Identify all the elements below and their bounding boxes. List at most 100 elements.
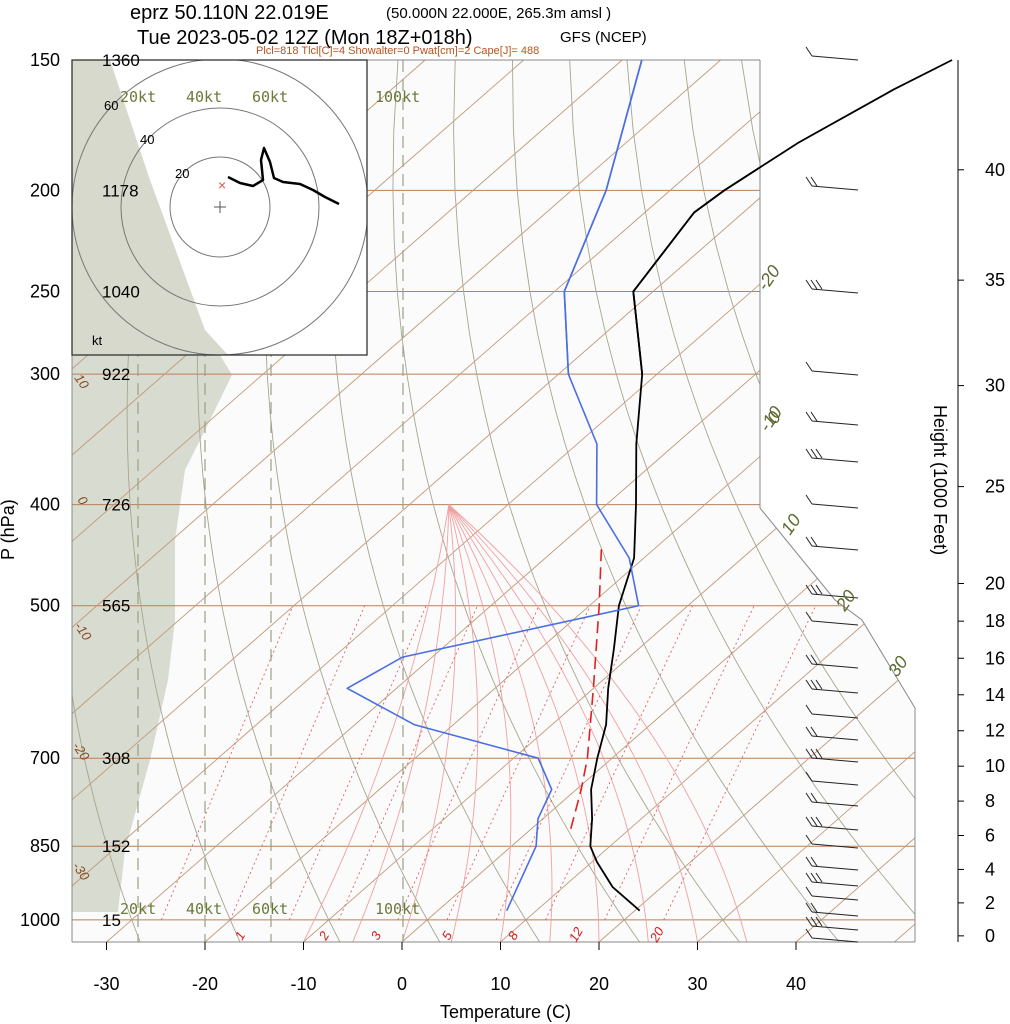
height-meters-label: 1178 (102, 181, 139, 200)
wind-barb-feather (810, 584, 818, 595)
height-tick-label: 8 (985, 791, 995, 811)
height-tick-label: 14 (985, 685, 1005, 705)
x-tick-label: 30 (687, 974, 707, 994)
wind-barb (805, 872, 859, 887)
wind-barb-feather (810, 872, 818, 883)
wind-barb (805, 411, 859, 426)
x-axis-title: Temperature (C) (440, 1002, 571, 1022)
dry-adiabat-line (196, 60, 341, 942)
wind-barb-feather (805, 584, 813, 595)
height-meters-label: 15 (102, 911, 121, 930)
x-tick-label: 10 (490, 974, 510, 994)
dry-adiabat-line (392, 60, 640, 942)
wind-barb-staff (811, 420, 859, 426)
pressure-tick-label: 300 (30, 364, 60, 384)
wind-barb (805, 611, 859, 626)
wind-barb-staff (811, 735, 859, 741)
wind-barb (805, 536, 859, 551)
pressure-labels: 150 1360 200 1178 250 1040 300 922 400 726 500 565 7… (20, 50, 140, 930)
wind-barb-feather (805, 536, 813, 547)
speed-label-60kt: 60kt (252, 900, 288, 918)
wind-barb-feather (805, 704, 813, 715)
wind-barb (805, 46, 859, 61)
wind-barb-staff (811, 503, 859, 509)
wind-barb (805, 361, 859, 376)
pressure-tick-label: 1000 (20, 910, 60, 930)
isotherm-line (72, 60, 623, 542)
station-title: eprz 50.110N 22.019E (130, 2, 329, 24)
wind-barb-feather (815, 584, 823, 595)
wind-barb (805, 176, 859, 191)
wind-barb-feather (805, 928, 813, 939)
wind-barb-feather (815, 748, 823, 759)
height-meters-label: 1040 (102, 283, 140, 302)
hodograph-ring (169, 156, 271, 258)
wind-barb (805, 902, 859, 917)
height-tick-label: 2 (985, 893, 995, 913)
isotherm-line (106, 234, 915, 942)
wind-barb-feather (815, 916, 823, 927)
mixing-ratio-line (229, 605, 366, 921)
wind-barb (805, 771, 859, 786)
wind-barb-feather (805, 46, 813, 57)
wind-barb (805, 494, 859, 509)
y-axis-title: P (hPa) (0, 499, 18, 560)
height-meters-label: 1360 (102, 51, 140, 70)
wind-barb-feather (810, 411, 818, 422)
pressure-tick-label: 150 (30, 50, 60, 70)
wind-barb-feather (810, 916, 818, 927)
wind-barb (805, 792, 859, 807)
dry-adiabat-line (329, 60, 541, 942)
height-meters-label: 152 (102, 837, 130, 856)
x-tick-label: 20 (589, 974, 609, 994)
speed-label-40kt: 40kt (186, 88, 222, 106)
wind-barb-feather (805, 726, 813, 737)
wind-barb-feather (805, 279, 813, 290)
isotherm-line (204, 320, 915, 942)
height-meters-label: 726 (102, 496, 130, 515)
moist-adiabat-line (352, 504, 450, 942)
wind-barb-feather (810, 902, 818, 913)
wind-barb-staff (811, 593, 859, 599)
pressure-tick-label: 200 (30, 180, 60, 200)
wind-barb-feather (805, 361, 813, 372)
wind-barb-staff (811, 895, 859, 901)
wind-barb-staff (811, 843, 859, 849)
wind-barb-staff (811, 911, 859, 917)
wind-barb-feather (810, 726, 818, 737)
wind-barb-feather (805, 611, 813, 622)
wind-barb-feather (810, 176, 818, 187)
speed-label-60kt: 60kt (252, 88, 288, 106)
dry-adiabat-line (264, 60, 441, 942)
pressure-tick-label: 500 (30, 596, 60, 616)
pressure-tick-label: 850 (30, 836, 60, 856)
moist-adiabat-line (401, 504, 457, 942)
wind-barb (805, 448, 859, 463)
height-tick-label: 20 (985, 573, 1005, 593)
wind-barb-feather (810, 792, 818, 803)
height-tick-label: 12 (985, 721, 1005, 741)
height-axis: 0 2 4 6 8 10 12 14 16 18 20 25 30 35 40 (958, 160, 1005, 946)
height-tick-label: 30 (985, 376, 1005, 396)
wind-barb (805, 816, 859, 831)
x-axis: -30 -20 -10 0 10 20 30 40 (93, 942, 806, 994)
wind-barb-feather (805, 679, 813, 690)
wind-barb-staff (811, 370, 859, 376)
wind-barb (805, 928, 859, 943)
x-tick-label: 40 (786, 974, 806, 994)
moist-adiabat-line (448, 504, 748, 942)
height-tick-label: 35 (985, 270, 1005, 290)
hodograph-shading (72, 60, 228, 355)
overlay-lines (563, 59, 953, 375)
hodo-ring-label-60: 60 (104, 98, 118, 113)
wind-barb-staff (811, 663, 859, 669)
wind-barb-staff (811, 713, 859, 719)
dry-adiabat-line (512, 60, 840, 942)
wind-barb-staff (811, 757, 859, 763)
pressure-tick-label: 700 (30, 748, 60, 768)
dry-adiabat-line (683, 60, 915, 679)
mixing-ratio-label: 20 (646, 924, 667, 946)
height-tick-label: 6 (985, 826, 995, 846)
mixing-ratio-line (338, 605, 478, 921)
